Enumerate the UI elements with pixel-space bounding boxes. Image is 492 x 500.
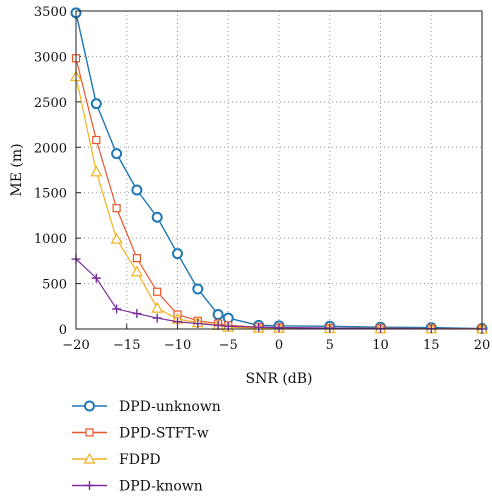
y-tick-label: 3500 bbox=[34, 5, 67, 20]
legend-label: DPD-unknown bbox=[119, 399, 221, 415]
legend: DPD-unknown DPD-STFT-w FDPD DPD-known bbox=[72, 399, 221, 495]
x-tick-label: −10 bbox=[164, 338, 191, 353]
data-point bbox=[151, 301, 164, 313]
x-tick-label: 10 bbox=[372, 338, 389, 353]
y-tick-label: 1000 bbox=[34, 232, 67, 247]
x-tick-label: 20 bbox=[474, 338, 491, 353]
data-point bbox=[172, 248, 183, 260]
data-point bbox=[110, 232, 123, 244]
x-axis-title: SNR (dB) bbox=[245, 371, 312, 387]
data-point bbox=[112, 304, 122, 314]
plot-frame bbox=[75, 10, 483, 330]
data-point bbox=[91, 273, 101, 283]
legend-label: FDPD bbox=[119, 452, 161, 468]
series-layer bbox=[69, 7, 489, 335]
series-fdpd bbox=[69, 70, 489, 334]
x-tick-label: −5 bbox=[219, 338, 238, 353]
data-point bbox=[111, 148, 123, 160]
axis-ticks: −20 −15 −10 −5 0 5 10 15 20 0 500 1000 1500 2000 2500 3… bbox=[34, 5, 490, 353]
grid-lines bbox=[76, 11, 482, 329]
legend-marker bbox=[84, 400, 95, 412]
x-tick-label: 5 bbox=[326, 338, 334, 353]
legend-marker bbox=[85, 481, 94, 490]
legend-item-dpd-stft-w: DPD-STFT-w bbox=[72, 426, 209, 442]
data-point bbox=[90, 98, 102, 110]
y-tick-label: 0 bbox=[59, 323, 67, 338]
data-point bbox=[192, 283, 204, 295]
legend-label: DPD-known bbox=[119, 479, 203, 495]
x-tick-label: −15 bbox=[113, 338, 140, 353]
data-point bbox=[325, 323, 335, 333]
data-point bbox=[130, 265, 143, 277]
legend-item-dpd-known: DPD-known bbox=[72, 479, 203, 495]
y-tick-label: 500 bbox=[42, 278, 67, 293]
data-point bbox=[212, 308, 224, 320]
y-axis-title: ME (m) bbox=[9, 143, 25, 196]
x-tick-label: 15 bbox=[423, 338, 440, 353]
data-point bbox=[131, 184, 143, 196]
data-point bbox=[152, 313, 162, 323]
data-point bbox=[274, 323, 284, 333]
data-point bbox=[92, 135, 101, 145]
data-point bbox=[132, 309, 142, 319]
data-point bbox=[254, 322, 264, 332]
data-point bbox=[90, 165, 103, 177]
data-point bbox=[193, 319, 203, 329]
legend-item-fdpd: FDPD bbox=[72, 452, 161, 468]
data-point bbox=[173, 317, 182, 327]
x-tick-label: 0 bbox=[275, 338, 283, 353]
y-tick-label: 3000 bbox=[34, 50, 67, 65]
legend-label: DPD-STFT-w bbox=[119, 426, 209, 442]
legend-marker bbox=[85, 428, 94, 437]
x-tick-label: −20 bbox=[62, 338, 89, 353]
y-tick-label: 1500 bbox=[34, 187, 67, 202]
legend-marker bbox=[83, 452, 96, 464]
series-dpd-unknown bbox=[70, 7, 488, 335]
data-point bbox=[132, 254, 141, 263]
series-line bbox=[75, 12, 483, 330]
data-point bbox=[112, 204, 121, 213]
data-point bbox=[151, 211, 163, 223]
y-tick-label: 2000 bbox=[34, 141, 67, 156]
data-point bbox=[153, 287, 162, 296]
legend-item-dpd-unknown: DPD-unknown bbox=[72, 399, 221, 415]
y-tick-label: 2500 bbox=[34, 96, 67, 111]
data-point bbox=[213, 320, 223, 330]
